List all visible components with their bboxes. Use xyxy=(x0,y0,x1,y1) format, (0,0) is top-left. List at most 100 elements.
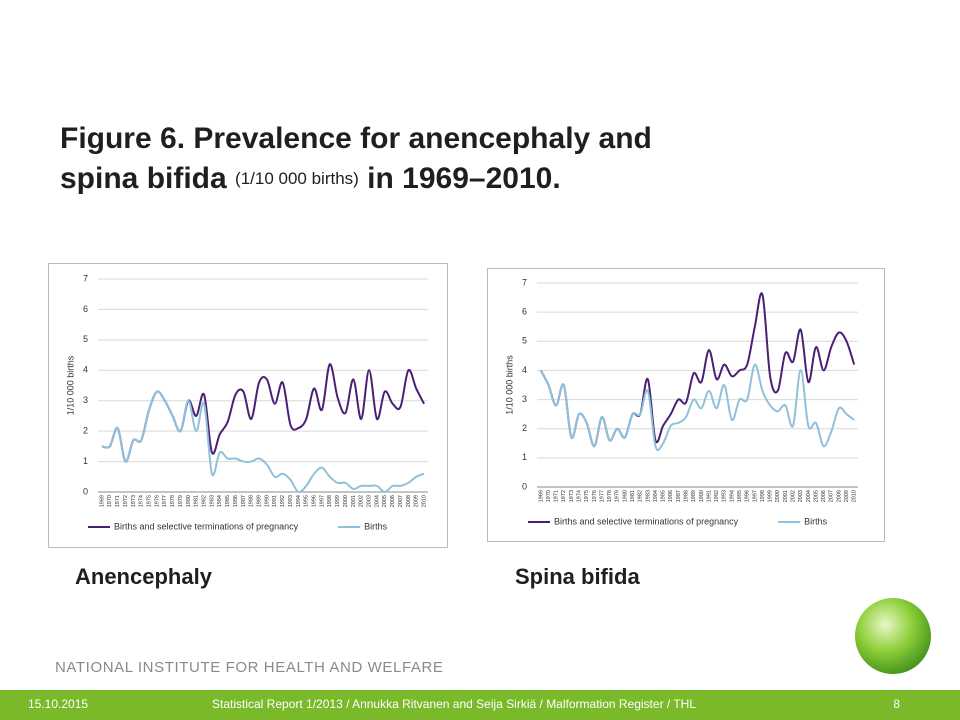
x-tick-label: 2004 xyxy=(374,495,380,507)
y-axis-label: 1/10 000 births xyxy=(65,355,75,415)
y-tick-label: 6 xyxy=(83,304,88,314)
y-tick-label: 1 xyxy=(522,452,527,462)
x-tick-label: 1979 xyxy=(178,495,184,507)
x-tick-label: 1977 xyxy=(162,495,168,507)
x-tick-label: 1998 xyxy=(327,495,333,507)
logo-sphere xyxy=(855,598,931,674)
x-tick-label: 2003 xyxy=(798,490,804,502)
x-tick-label: 2010 xyxy=(422,495,428,507)
x-tick-label: 1970 xyxy=(546,490,552,502)
x-tick-label: 1988 xyxy=(683,490,689,502)
x-tick-label: 1993 xyxy=(288,495,294,507)
chart-caption: Anencephaly xyxy=(75,564,213,589)
x-tick-label: 2000 xyxy=(343,495,349,507)
x-tick-label: 1972 xyxy=(561,490,567,502)
footer-text: Statistical Report 1/2013 / Annukka Ritv… xyxy=(212,697,696,711)
chart-caption: Spina bifida xyxy=(515,564,640,589)
chart-frame xyxy=(487,268,885,542)
x-tick-label: 1976 xyxy=(592,490,598,502)
legend-label: Births xyxy=(364,521,388,531)
x-tick-label: 1987 xyxy=(676,490,682,502)
x-tick-label: 1987 xyxy=(241,495,247,507)
x-tick-label: 1969 xyxy=(99,495,105,507)
x-tick-label: 1982 xyxy=(638,490,644,502)
x-tick-label: 1974 xyxy=(139,495,145,507)
x-tick-label: 1996 xyxy=(312,495,318,507)
x-tick-label: 2001 xyxy=(351,495,357,507)
x-tick-label: 1991 xyxy=(272,495,278,507)
x-tick-label: 2003 xyxy=(367,495,373,507)
x-tick-label: 1979 xyxy=(615,490,621,502)
x-tick-label: 1996 xyxy=(745,490,751,502)
legend-label: Births and selective terminations of pre… xyxy=(114,521,299,531)
y-tick-label: 5 xyxy=(83,334,88,344)
x-tick-label: 1992 xyxy=(714,490,720,502)
x-tick-label: 1984 xyxy=(653,490,659,502)
x-tick-label: 1972 xyxy=(123,495,129,507)
x-tick-label: 1990 xyxy=(699,490,705,502)
organization: NATIONAL INSTITUTE FOR HEALTH AND WELFAR… xyxy=(55,659,444,676)
x-tick-label: 1999 xyxy=(335,495,341,507)
x-tick-label: 1971 xyxy=(115,495,121,507)
x-tick-label: 1997 xyxy=(752,490,758,502)
y-axis-label: 1/10 000 births xyxy=(504,355,514,415)
x-tick-label: 2002 xyxy=(790,490,796,502)
x-tick-label: 1978 xyxy=(607,490,613,502)
x-tick-label: 1969 xyxy=(538,490,544,502)
x-tick-label: 1982 xyxy=(202,495,208,507)
slide-title: Figure 6. Prevalence for anencephaly and xyxy=(60,122,652,155)
y-tick-label: 7 xyxy=(522,277,527,287)
x-tick-label: 1989 xyxy=(257,495,263,507)
x-tick-label: 2009 xyxy=(844,490,850,502)
x-tick-label: 1985 xyxy=(225,495,231,507)
y-tick-label: 0 xyxy=(83,486,88,496)
slide-title-line2: spina bifida (1/10 000 births) in 1969–2… xyxy=(60,162,561,195)
x-tick-label: 1970 xyxy=(107,495,113,507)
y-tick-label: 2 xyxy=(83,426,88,436)
x-tick-label: 2008 xyxy=(836,490,842,502)
x-tick-label: 1994 xyxy=(296,495,302,507)
series-line xyxy=(539,363,855,452)
x-tick-label: 1991 xyxy=(706,490,712,502)
x-tick-label: 2007 xyxy=(829,490,835,502)
slide-title-part: spina bifida xyxy=(60,162,227,195)
x-tick-label: 1974 xyxy=(576,490,582,502)
x-tick-label: 1983 xyxy=(645,490,651,502)
x-tick-label: 2005 xyxy=(813,490,819,502)
y-tick-label: 4 xyxy=(83,365,88,375)
y-tick-label: 7 xyxy=(83,273,88,283)
x-tick-label: 1995 xyxy=(737,490,743,502)
x-tick-label: 2007 xyxy=(398,495,404,507)
x-tick-label: 1981 xyxy=(194,495,200,507)
y-tick-label: 3 xyxy=(83,395,88,405)
legend-label: Births and selective terminations of pre… xyxy=(554,516,739,526)
x-tick-label: 1997 xyxy=(319,495,325,507)
y-tick-label: 2 xyxy=(522,423,527,433)
x-tick-label: 2004 xyxy=(806,490,812,502)
x-tick-label: 1985 xyxy=(661,490,667,502)
x-tick-label: 1981 xyxy=(630,490,636,502)
x-tick-label: 2002 xyxy=(359,495,365,507)
y-tick-label: 6 xyxy=(522,307,527,317)
x-tick-label: 1976 xyxy=(154,495,160,507)
x-tick-label: 1998 xyxy=(760,490,766,502)
x-tick-label: 1992 xyxy=(280,495,286,507)
x-tick-label: 1984 xyxy=(217,495,223,507)
x-tick-label: 1995 xyxy=(304,495,310,507)
series-line xyxy=(101,390,425,494)
x-tick-label: 1977 xyxy=(599,490,605,502)
y-tick-label: 0 xyxy=(522,481,527,491)
x-tick-label: 1986 xyxy=(668,490,674,502)
x-tick-label: 1988 xyxy=(249,495,255,507)
footer-page: 8 xyxy=(893,697,900,711)
x-tick-label: 1971 xyxy=(554,490,560,502)
x-tick-label: 1973 xyxy=(131,495,137,507)
x-tick-label: 2009 xyxy=(414,495,420,507)
footer-bar xyxy=(0,690,960,720)
x-tick-label: 2008 xyxy=(406,495,412,507)
x-tick-label: 1989 xyxy=(691,490,697,502)
x-tick-label: 1994 xyxy=(729,490,735,502)
legend-label: Births xyxy=(804,516,828,526)
x-tick-label: 2010 xyxy=(852,490,858,502)
